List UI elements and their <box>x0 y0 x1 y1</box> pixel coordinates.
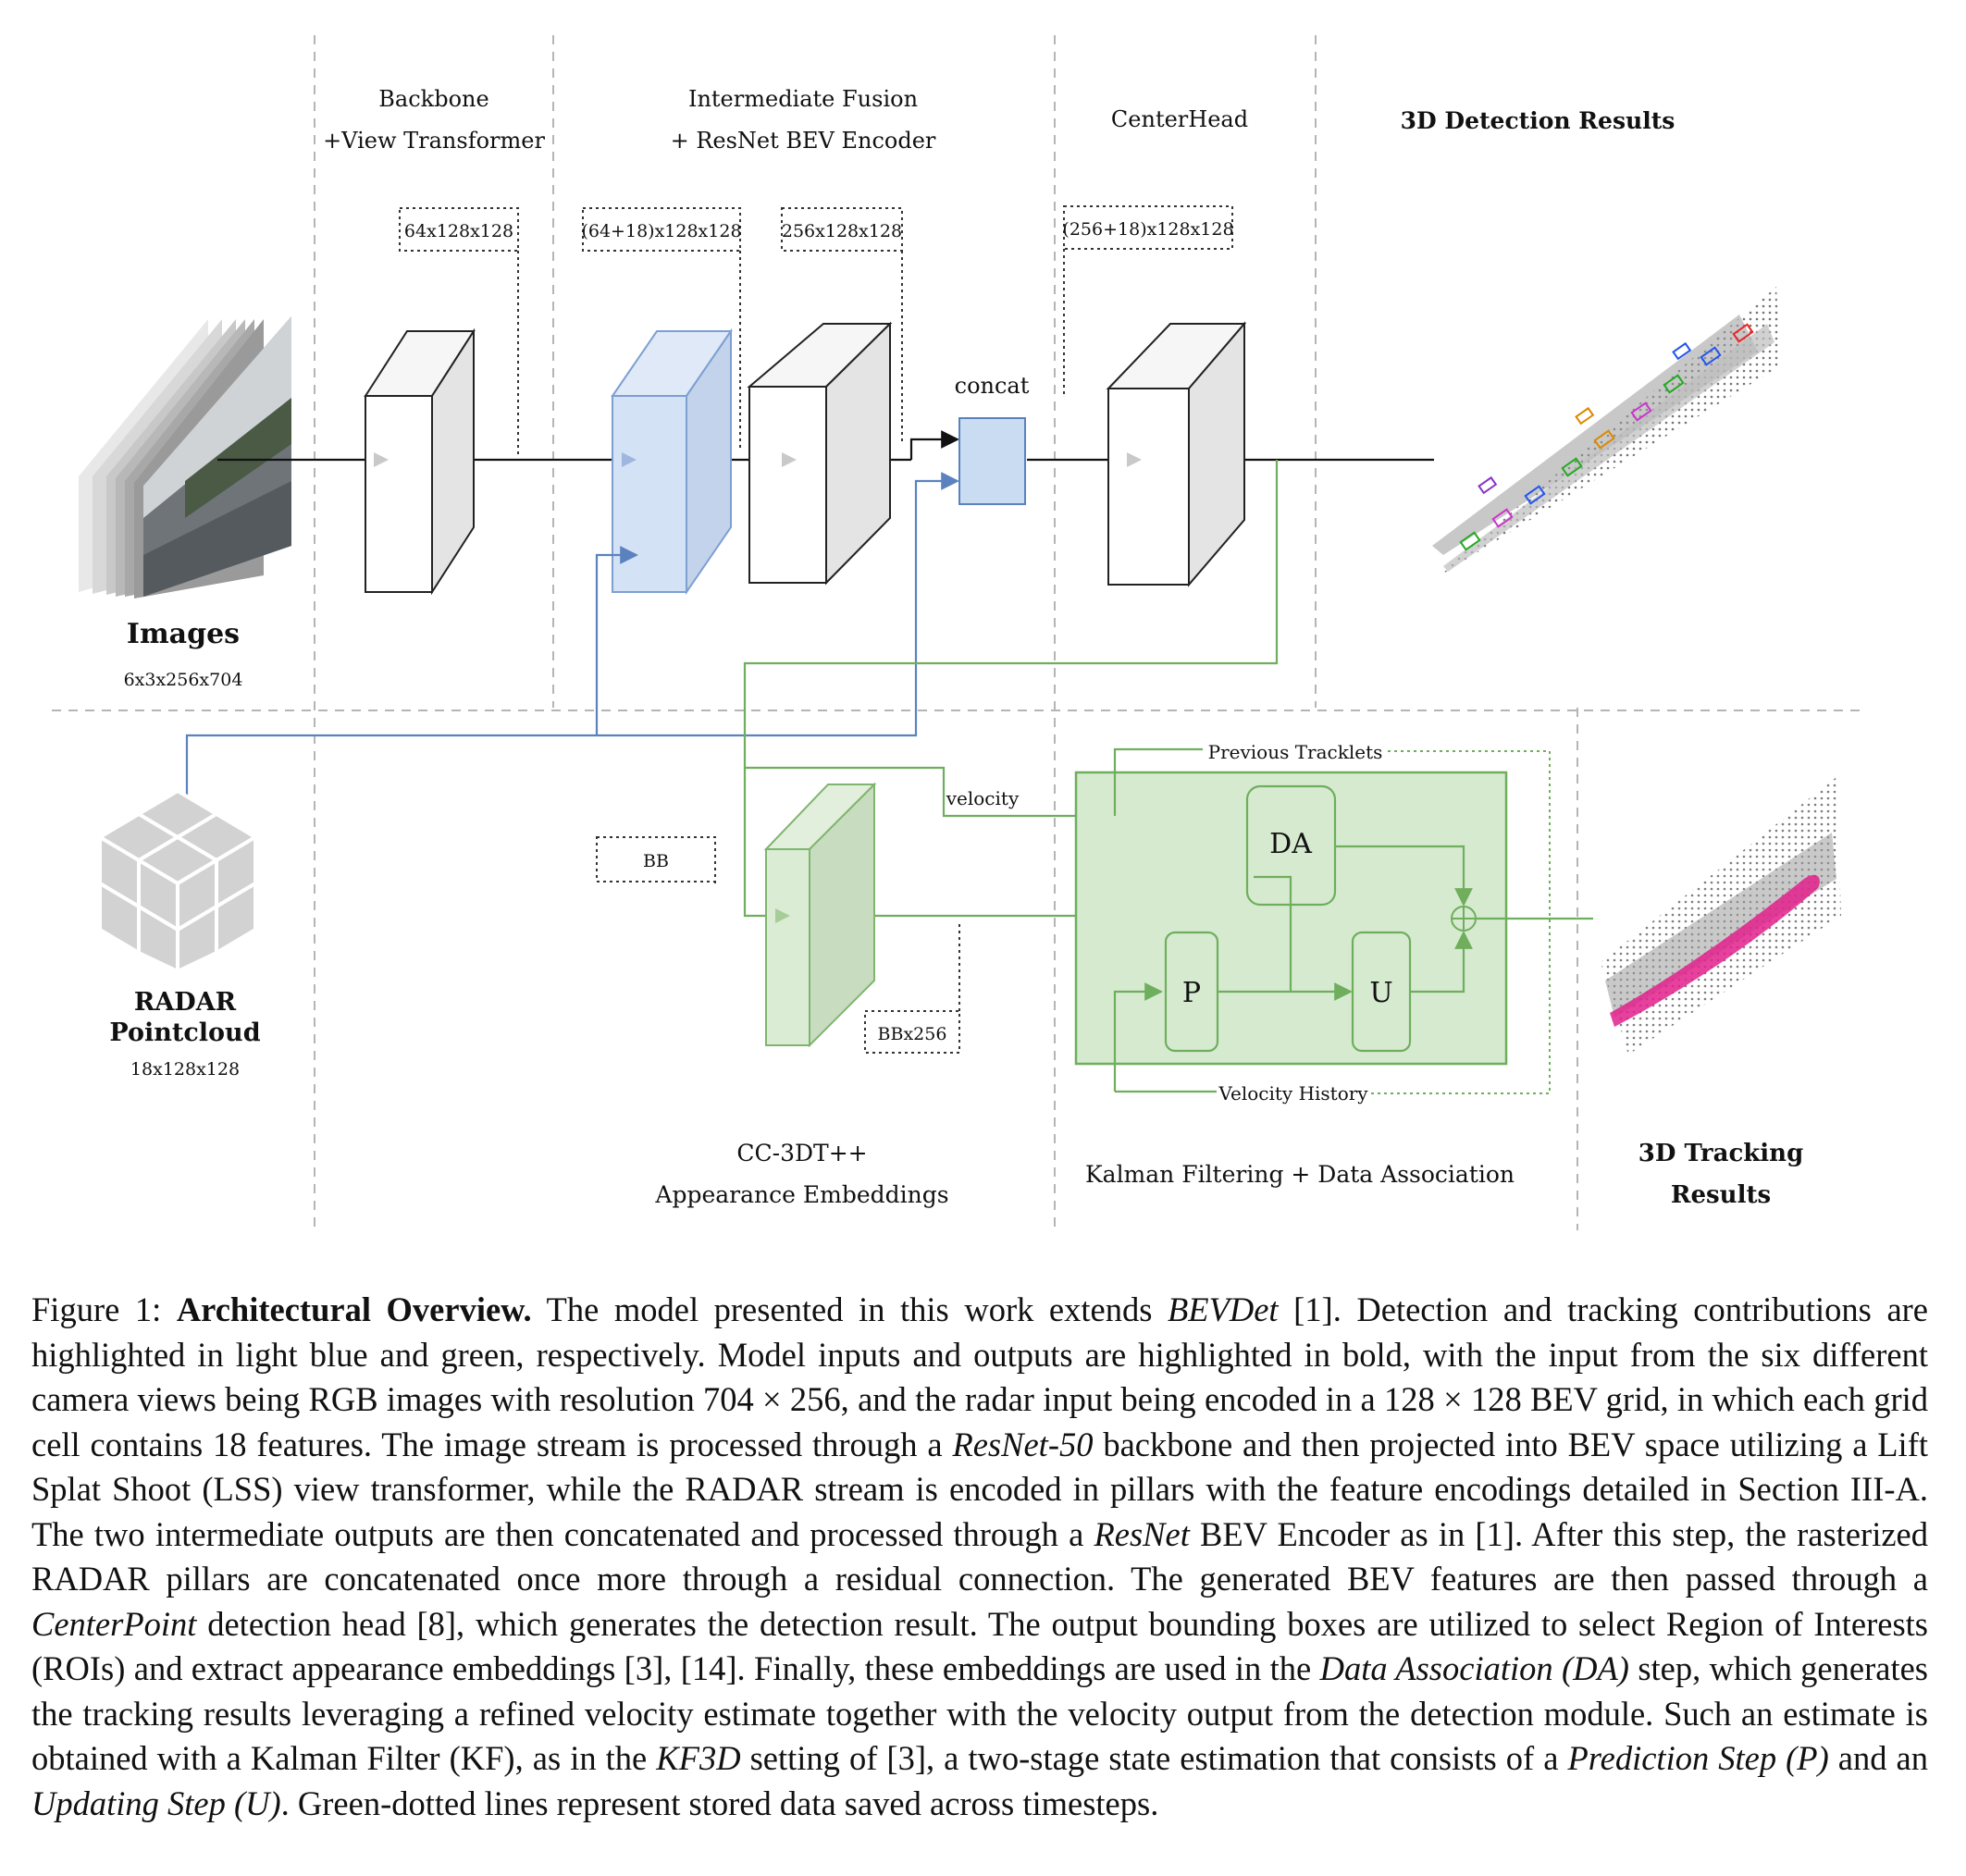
caption-italic: ResNet <box>1094 1514 1190 1553</box>
centerhead-block <box>1106 321 1247 587</box>
caption-text: [1]. Detection and tracking contribution… <box>31 1290 1929 1463</box>
caption-text: BEV Encoder as in [1]. After this step, … <box>31 1514 1929 1598</box>
caption-italic: Data Association (DA) <box>1319 1649 1629 1687</box>
images-dims: 6x3x256x704 <box>124 670 243 690</box>
caption-italic: BEVDet <box>1167 1290 1279 1328</box>
detection-results-pointcloud <box>1432 287 1781 578</box>
backbone-block <box>364 327 476 596</box>
radar-title-line2: Pointcloud <box>109 1018 260 1047</box>
fusion-block <box>611 327 733 596</box>
architecture-diagram: Backbone +View Transformer Intermediate … <box>52 35 1864 1230</box>
concat-label: concat <box>955 373 1030 399</box>
backbone-title: Backbone <box>378 86 488 112</box>
caption-italic: ResNet-50 <box>952 1425 1094 1463</box>
caption-italic: KF3D <box>656 1739 741 1777</box>
caption-italic: CenterPoint <box>31 1604 197 1643</box>
caption-italic: Updating Step (U) <box>31 1783 281 1822</box>
radar-title-line1: RADAR <box>134 988 237 1017</box>
bev-encoder-block <box>747 321 893 586</box>
cc3dt-title: CC-3DT++ <box>736 1140 867 1166</box>
centerhead-title: CenterHead <box>1111 106 1248 132</box>
tracking-results-title-line2: Results <box>1671 1181 1771 1209</box>
caption-italic: Prediction Step (P) <box>1567 1739 1829 1777</box>
fusion-subtitle: + ResNet BEV Encoder <box>671 128 936 154</box>
appearance-embedding-block <box>763 782 877 1048</box>
section-separators <box>52 35 1864 1230</box>
tracking-results-title-line1: 3D Tracking <box>1638 1140 1804 1167</box>
sum-node <box>1451 906 1477 932</box>
figure-caption: Figure 1: Architectural Overview. The mo… <box>31 1288 1928 1826</box>
caption-text: step, which generates the tracking resul… <box>31 1649 1928 1777</box>
dim-fusion-in: (64+18)x128x128 <box>581 221 741 241</box>
dim-backbone-out: 64x128x128 <box>404 221 513 241</box>
concat-node <box>958 417 1026 505</box>
da-label: DA <box>1269 828 1312 860</box>
u-label: U <box>1369 977 1392 1009</box>
images-title: Images <box>127 618 240 650</box>
dim-head-in: (256+18)x128x128 <box>1062 219 1233 240</box>
caption-text: and an <box>1828 1739 1929 1777</box>
dim-bb-emb: BBx256 <box>878 1024 947 1044</box>
p-label: P <box>1182 977 1201 1009</box>
velocity-label: velocity <box>946 787 1020 809</box>
camera-images-stack <box>79 316 291 599</box>
detection-results-title: 3D Detection Results <box>1401 107 1675 134</box>
kalman-title: Kalman Filtering + Data Association <box>1085 1161 1515 1188</box>
radar-dims: 18x128x128 <box>130 1059 240 1080</box>
radar-pointcloud-cube <box>96 788 259 975</box>
caption-text: detection head [8], which generates the … <box>31 1604 1928 1688</box>
caption-title: Architectural Overview. <box>176 1290 532 1328</box>
dim-encoder-out: 256x128x128 <box>782 221 902 241</box>
backbone-subtitle: +View Transformer <box>323 128 545 154</box>
tracking-results-pointcloud <box>1601 777 1841 1055</box>
caption-text: The model presented in this work extends <box>531 1290 1168 1328</box>
velocity-history-label: Velocity History <box>1218 1082 1368 1105</box>
fusion-title: Intermediate Fusion <box>688 86 918 112</box>
previous-tracklets-label: Previous Tracklets <box>1208 741 1383 763</box>
caption-label: Figure 1: <box>31 1290 177 1328</box>
caption-text: setting of [3], a two-stage state estima… <box>740 1739 1568 1777</box>
caption-text: backbone and then projected into BEV spa… <box>31 1425 1928 1553</box>
dim-bb: BB <box>643 851 669 871</box>
cc3dt-subtitle: Appearance Embeddings <box>654 1181 948 1208</box>
caption-text: . Green-dotted lines represent stored da… <box>280 1783 1159 1822</box>
